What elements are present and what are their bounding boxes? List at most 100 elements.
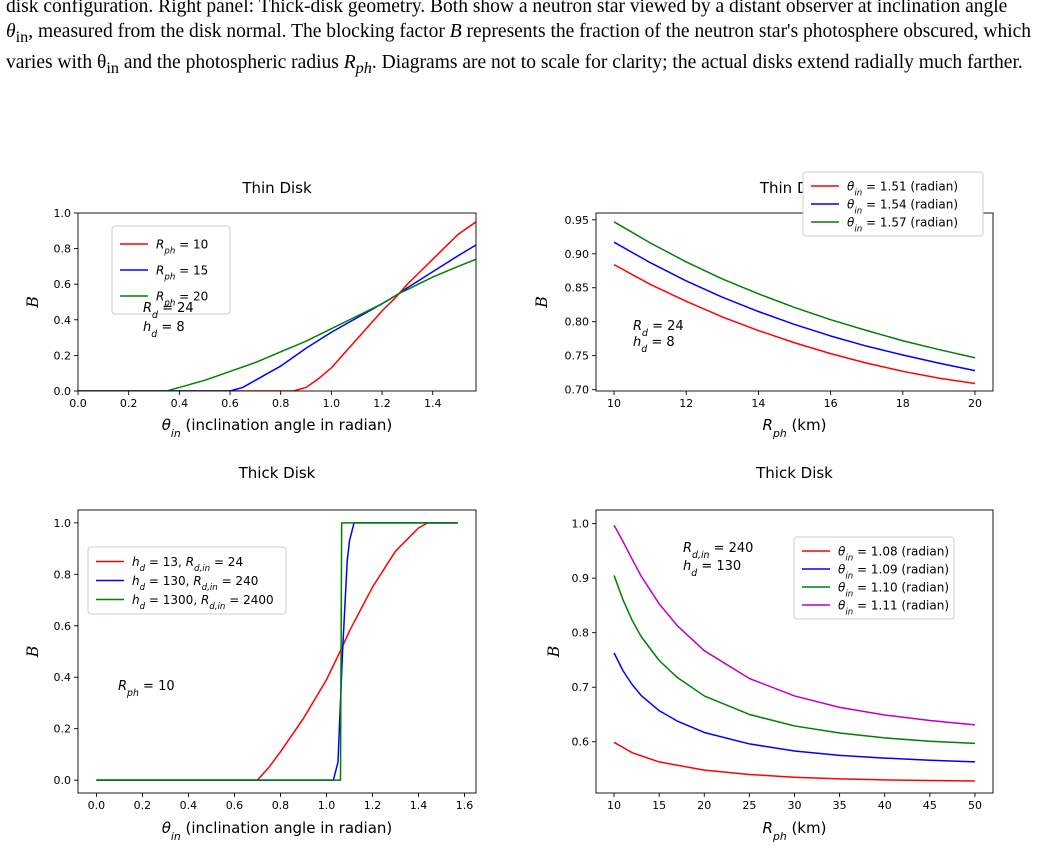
x-axis-label: Rph (km) bbox=[763, 416, 827, 440]
series-line-1 bbox=[613, 741, 975, 782]
x-tick-label: 1.2 bbox=[373, 397, 391, 410]
x-tick-label: 0.4 bbox=[180, 799, 198, 812]
chart-title: Thick Disk bbox=[755, 464, 833, 482]
legend-label: θin = 1.08 (radian) bbox=[838, 545, 949, 564]
y-axis-label: B bbox=[23, 296, 42, 309]
chart-legend: θin = 1.51 (radian)θin = 1.54 (radian)θi… bbox=[802, 171, 984, 237]
x-tick-label: 15 bbox=[652, 799, 666, 812]
x-tick-label: 45 bbox=[923, 799, 937, 812]
chart-panel-1: Thin Disk 0.0 0.2 0.4 0.6 0.8 1.0 1.2 1.4 0.0 0.2 0… bbox=[23, 179, 477, 440]
y-tick-label: 0.6 bbox=[54, 278, 72, 291]
series-line-3 bbox=[78, 258, 476, 391]
y-tick-label: 0.8 bbox=[54, 568, 72, 581]
y-tick-label: 0.0 bbox=[54, 774, 72, 787]
x-tick-label: 20 bbox=[697, 799, 711, 812]
chart-annotation: hd = 130 bbox=[683, 559, 741, 579]
y-tick-label: 0.75 bbox=[565, 350, 590, 363]
legend-label: hd = 13, Rd,in = 24 bbox=[132, 555, 243, 574]
y-tick-label: 0.8 bbox=[54, 243, 72, 256]
series-line-3 bbox=[613, 575, 975, 745]
chart-annotation: hd = 8 bbox=[143, 320, 185, 340]
x-tick-label: 1.4 bbox=[410, 799, 428, 812]
series-line-1 bbox=[78, 221, 476, 391]
y-tick-label: 0.2 bbox=[54, 723, 72, 736]
plot-frame bbox=[77, 509, 477, 794]
chart-annotation: Rd,in = 240 bbox=[683, 541, 753, 561]
x-tick-label: 18 bbox=[896, 397, 910, 410]
caption-line-1: disk configuration. Right panel: Thick-d… bbox=[6, 0, 1008, 17]
chart-panel-4: Thick Disk 10 15 20 25 30 35 40 45 50 0.6 0.7 0.8 0.9… bbox=[544, 464, 994, 843]
y-tick-label: 0.0 bbox=[54, 385, 72, 398]
x-tick-label: 0.8 bbox=[272, 397, 290, 410]
y-tick-label: 1.0 bbox=[572, 518, 590, 531]
x-tick-label: 1.0 bbox=[318, 799, 336, 812]
y-tick-label: 0.6 bbox=[572, 736, 590, 749]
x-tick-label: 16 bbox=[824, 397, 838, 410]
legend-label: Rph = 15 bbox=[156, 264, 208, 283]
x-tick-label: 25 bbox=[742, 799, 756, 812]
series-line-4 bbox=[613, 524, 976, 726]
legend-box bbox=[87, 546, 287, 615]
x-tick-label: 0.4 bbox=[171, 397, 189, 410]
legend-label: θin = 1.09 (radian) bbox=[838, 563, 949, 582]
x-tick-label: 0.6 bbox=[226, 799, 244, 812]
legend-label: θin = 1.54 (radian) bbox=[847, 198, 958, 217]
legend-box bbox=[111, 225, 231, 315]
chart-title: Thin Disk bbox=[241, 179, 312, 197]
x-tick-label: 10 bbox=[607, 799, 621, 812]
series-line-2 bbox=[78, 244, 476, 391]
x-axis-label: θin (inclination angle in radian) bbox=[162, 819, 393, 843]
x-tick-label: 14 bbox=[751, 397, 765, 410]
x-tick-label: 12 bbox=[679, 397, 693, 410]
legend-label: Rph = 10 bbox=[156, 238, 208, 257]
x-tick-label: 1.4 bbox=[424, 397, 442, 410]
x-tick-label: 0.6 bbox=[221, 397, 239, 410]
y-tick-label: 0.8 bbox=[572, 627, 590, 640]
y-tick-label: 0.2 bbox=[54, 349, 72, 362]
series-line-2 bbox=[613, 652, 975, 763]
chart-title: Thick Disk bbox=[238, 464, 316, 482]
y-tick-label: 0.70 bbox=[565, 384, 590, 397]
y-tick-label: 0.9 bbox=[572, 572, 590, 585]
y-axis-label: B bbox=[532, 296, 551, 309]
x-tick-label: 30 bbox=[788, 799, 802, 812]
legend-label: Rph = 20 bbox=[156, 290, 208, 309]
legend-label: θin = 1.51 (radian) bbox=[847, 180, 958, 199]
legend-box bbox=[793, 536, 955, 620]
y-tick-label: 0.80 bbox=[565, 316, 590, 329]
y-axis-label: B bbox=[23, 645, 42, 658]
legend-label: θin = 1.57 (radian) bbox=[847, 216, 958, 235]
x-tick-label: 20 bbox=[968, 397, 982, 410]
x-tick-label: 1.0 bbox=[323, 397, 341, 410]
y-tick-label: 0.85 bbox=[565, 282, 590, 295]
x-tick-label: 50 bbox=[968, 799, 982, 812]
x-tick-label: 1.2 bbox=[364, 799, 382, 812]
plot-frame bbox=[595, 212, 994, 392]
x-tick-label: 40 bbox=[878, 799, 892, 812]
x-tick-label: 0.2 bbox=[120, 397, 138, 410]
chart-annotation: Rd = 24 bbox=[143, 301, 194, 321]
y-tick-label: 0.95 bbox=[565, 214, 590, 227]
y-tick-label: 0.7 bbox=[572, 681, 590, 694]
plot-frame bbox=[77, 212, 477, 392]
caption-line-2: θin, measured from the disk normal. The … bbox=[6, 21, 1032, 46]
x-axis-label: Rph (km) bbox=[763, 819, 827, 843]
series-line-2 bbox=[96, 522, 458, 781]
chart-legend: θin = 1.08 (radian)θin = 1.09 (radian) θi… bbox=[793, 536, 955, 620]
chart-legend: Rph = 10 Rph = 15 Rph = 20 bbox=[111, 225, 231, 315]
y-tick-label: 0.6 bbox=[54, 620, 72, 633]
series-line-2 bbox=[613, 241, 976, 372]
series-line-1 bbox=[613, 263, 976, 385]
caption-line-3: varies with θin and the photospheric rad… bbox=[6, 51, 1023, 77]
x-tick-label: 0.0 bbox=[88, 799, 106, 812]
x-tick-label: 0.2 bbox=[134, 799, 152, 812]
legend-label: θin = 1.11 (radian) bbox=[838, 599, 949, 618]
y-tick-label: 1.0 bbox=[54, 517, 72, 530]
series-line-3 bbox=[613, 221, 976, 359]
series-line-3 bbox=[96, 522, 458, 781]
x-tick-label: 35 bbox=[833, 799, 847, 812]
figure-caption: disk configuration. Right panel: Thick-d… bbox=[6, 0, 1052, 81]
